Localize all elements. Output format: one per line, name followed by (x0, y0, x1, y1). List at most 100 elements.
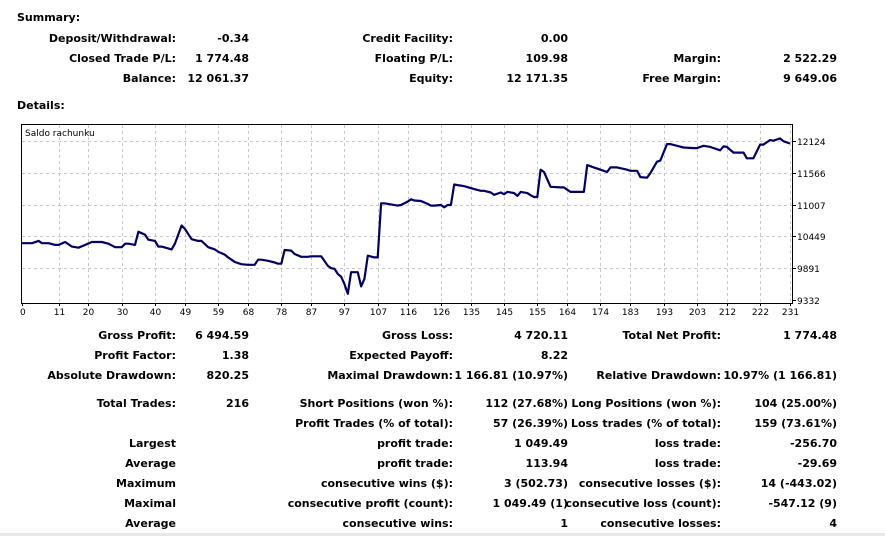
stat-label: Average (125, 517, 176, 530)
stat-label: Deposit/Withdrawal: (48, 32, 176, 45)
y-tick-label: 10449 (797, 233, 826, 243)
stat-label: profit trade: (377, 437, 453, 450)
chart-grid (22, 125, 792, 303)
stat-label: Largest (129, 437, 176, 450)
stat-label: Long Positions (won %): (571, 397, 721, 410)
details-heading: Details: (17, 99, 65, 112)
x-tick-label: 49 (180, 308, 192, 318)
x-tick-label: 87 (306, 308, 317, 318)
stat-label: profit trade: (377, 457, 453, 470)
stat-value: 1.38 (221, 349, 249, 362)
x-tick-label: 135 (463, 308, 480, 318)
stat-label: Gross Profit: (98, 329, 176, 342)
stat-label: Gross Loss: (382, 329, 453, 342)
x-tick-label: 116 (400, 308, 417, 318)
stat-value: 14 (-443.02) (760, 477, 837, 490)
stat-label: Floating P/L: (374, 52, 453, 65)
stat-label: consecutive wins: (342, 517, 453, 530)
stat-label: consecutive losses: (600, 517, 721, 530)
y-tick-label: 12124 (797, 138, 826, 148)
stat-value: 216 (226, 397, 249, 410)
y-tick-label: 11566 (797, 170, 826, 180)
stat-label: consecutive wins ($): (320, 477, 453, 490)
x-tick-label: 193 (656, 308, 673, 318)
stat-value: 10.97% (1 166.81) (723, 369, 837, 382)
x-tick-label: 126 (433, 308, 450, 318)
summary-heading: Summary: (17, 11, 81, 24)
stat-value: 12 171.35 (506, 72, 568, 85)
stat-label: consecutive profit (count): (287, 497, 453, 510)
stat-label: Average (125, 457, 176, 470)
x-tick-label: 107 (370, 308, 387, 318)
stat-label: Short Positions (won %): (299, 397, 453, 410)
x-tick-label: 212 (719, 308, 736, 318)
stat-value: -0.34 (217, 32, 249, 45)
stat-value: 4 720.11 (514, 329, 568, 342)
x-tick-label: 231 (782, 308, 799, 318)
x-tick-label: 11 (54, 308, 65, 318)
x-tick-label: 68 (243, 308, 255, 318)
stat-label: consecutive losses ($): (578, 477, 721, 490)
stat-label: loss trade: (654, 457, 721, 470)
stat-label: Credit Facility: (362, 32, 453, 45)
x-tick-label: 30 (117, 308, 129, 318)
stat-value: 113.94 (525, 457, 568, 470)
stat-value: 1 (560, 517, 568, 530)
stat-value: 57 (26.39%) (492, 417, 568, 430)
x-tick-label: 78 (276, 308, 288, 318)
stat-label: Maximal (124, 497, 176, 510)
stat-label: Maximum (116, 477, 176, 490)
chart-title: Saldo rachunku (25, 129, 95, 139)
bottom-divider (0, 533, 885, 536)
stat-label: Total Net Profit: (622, 329, 722, 342)
stat-value: 1 774.48 (195, 52, 249, 65)
stat-value: 159 (73.61%) (754, 417, 837, 430)
stat-value: 2 522.29 (783, 52, 837, 65)
balance-chart: 0 11 20 30 40 49 59 68 78 87 97 107 116 126 135 145 155 1… (20, 124, 826, 318)
stat-label: consecutive loss (count): (565, 497, 721, 510)
stat-value: 4 (829, 517, 837, 530)
stat-label: Total Trades: (96, 397, 176, 410)
x-tick-label: 97 (339, 308, 350, 318)
stat-value: 12 061.37 (187, 72, 249, 85)
x-tick-label: 164 (559, 308, 576, 318)
stat-label: Profit Factor: (94, 349, 176, 362)
stat-label: Expected Payoff: (349, 349, 453, 362)
stat-label: Margin: (673, 52, 721, 65)
y-tick-label: 9332 (797, 297, 820, 307)
y-tick-label: 11007 (797, 202, 826, 212)
stat-value: -29.69 (797, 457, 837, 470)
stat-label: Relative Drawdown: (596, 369, 721, 382)
stat-value: 9 649.06 (783, 72, 837, 85)
stat-value: 820.25 (206, 369, 249, 382)
x-tick-label: 40 (150, 308, 162, 318)
stat-label: loss trade: (654, 437, 721, 450)
x-tick-label: 203 (689, 308, 706, 318)
x-tick-label: 174 (592, 308, 609, 318)
x-tick-label: 222 (752, 308, 769, 318)
x-tick-label: 20 (83, 308, 95, 318)
stat-value: 1 049.49 (514, 437, 568, 450)
series-line-saldo-rachunku (22, 137, 791, 295)
stat-value: 1 049.49 (1) (492, 497, 568, 510)
stat-label: Closed Trade P/L: (69, 52, 176, 65)
stat-label: Equity: (409, 72, 453, 85)
stat-value: 0.00 (540, 32, 568, 45)
stat-label: Loss trades (% of total): (570, 417, 721, 430)
chart-plot-area (21, 124, 793, 304)
stat-value: 1 774.48 (783, 329, 837, 342)
x-tick-label: 155 (529, 308, 546, 318)
stat-value: 1 166.81 (10.97%) (454, 369, 568, 382)
x-tick-label: 183 (622, 308, 639, 318)
stat-value: 112 (27.68%) (485, 397, 568, 410)
stat-label: Profit Trades (% of total): (295, 417, 453, 430)
stat-value: -256.70 (789, 437, 837, 450)
stat-label: Maximal Drawdown: (327, 369, 453, 382)
stat-value: 6 494.59 (195, 329, 249, 342)
stat-value: 104 (25.00%) (754, 397, 837, 410)
stat-label: Balance: (122, 72, 176, 85)
stat-value: -547.12 (9) (768, 497, 837, 510)
stat-value: 109.98 (525, 52, 568, 65)
stat-value: 8.22 (540, 349, 568, 362)
x-tick-label: 0 (20, 308, 26, 318)
